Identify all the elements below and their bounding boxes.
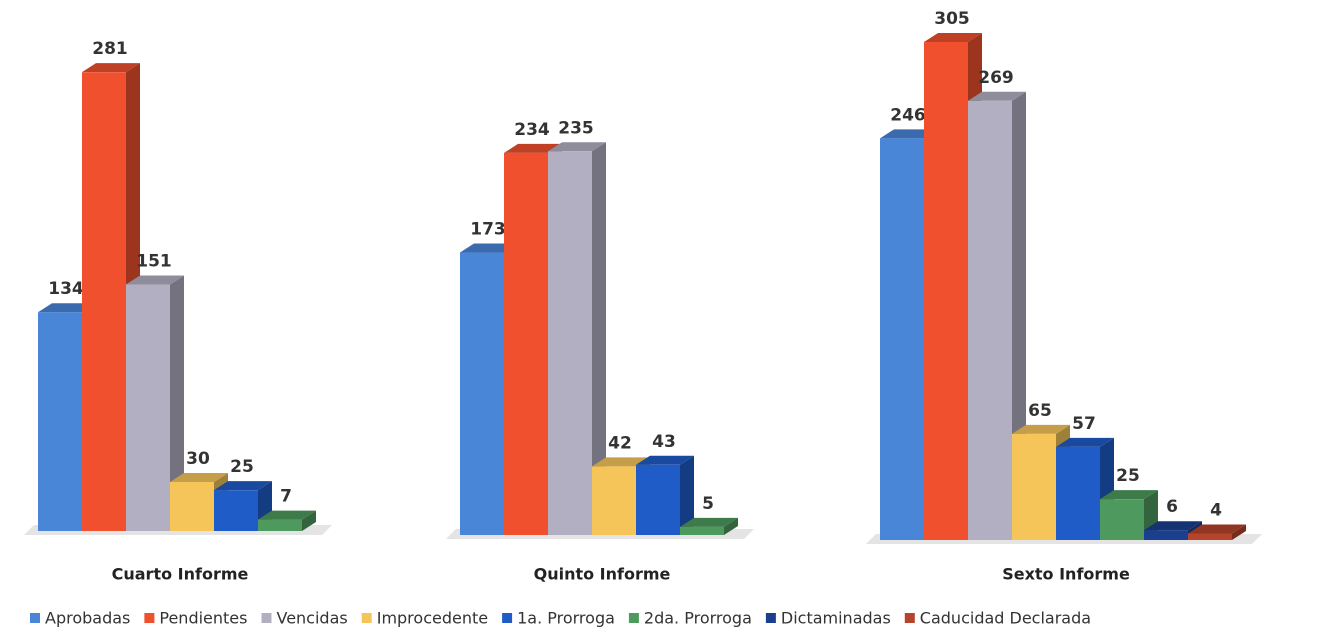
- value-label: 235: [558, 118, 594, 138]
- legend-swatch: [361, 613, 372, 623]
- bar-top: [82, 63, 140, 73]
- category-label: Quinto Informe: [534, 565, 671, 584]
- value-label: 25: [1116, 466, 1140, 486]
- bar: [592, 466, 636, 535]
- bar-top: [680, 517, 738, 527]
- value-label: 30: [186, 449, 210, 469]
- bar-top: [1144, 521, 1202, 531]
- value-label: 151: [136, 251, 172, 271]
- legend-swatch: [628, 613, 639, 623]
- value-label: 7: [280, 487, 292, 507]
- legend-label: Vencidas: [276, 609, 347, 628]
- bar-top: [636, 455, 694, 465]
- legend-swatch: [502, 613, 513, 623]
- value-label: 305: [934, 9, 970, 29]
- legend-label: Aprobadas: [45, 609, 130, 628]
- bar: [880, 138, 924, 541]
- value-label: 5: [702, 494, 714, 514]
- bar-top: [38, 303, 96, 313]
- bar-top: [1100, 490, 1158, 500]
- bar-top: [214, 481, 272, 491]
- bar-top: [1188, 524, 1246, 534]
- value-label: 42: [608, 433, 632, 453]
- bar: [1188, 533, 1232, 540]
- bar-top: [170, 473, 228, 483]
- bar-side: [170, 275, 184, 531]
- bar-top: [1012, 424, 1070, 434]
- value-label: 134: [48, 279, 84, 299]
- bar: [38, 312, 82, 531]
- bar-side: [724, 517, 738, 535]
- bar-top: [968, 91, 1026, 101]
- bar-top: [460, 243, 518, 253]
- bar: [214, 490, 258, 531]
- bar: [968, 100, 1012, 540]
- bar: [548, 151, 592, 535]
- bar-top: [548, 142, 606, 152]
- legend-swatch: [904, 613, 915, 623]
- legend-label: Pendientes: [159, 609, 247, 628]
- bar: [636, 464, 680, 535]
- value-label: 6: [1166, 497, 1178, 517]
- bar-side: [302, 510, 316, 531]
- category-label: Sexto Informe: [1002, 565, 1130, 584]
- legend-swatch: [144, 613, 155, 623]
- bar: [170, 482, 214, 531]
- bar: [924, 42, 968, 540]
- legend-label: Improcedente: [377, 609, 488, 628]
- category-label: Cuarto Informe: [112, 565, 249, 584]
- value-label: 234: [514, 120, 550, 140]
- value-label: 173: [470, 220, 506, 240]
- legend-swatch: [765, 613, 776, 623]
- value-label: 25: [230, 457, 254, 477]
- legend-swatch: [261, 613, 272, 623]
- bar: [680, 526, 724, 535]
- legend-label: 1a. Prorroga: [517, 609, 615, 628]
- value-label: 246: [890, 105, 926, 125]
- legend-swatch: [30, 613, 40, 623]
- bar-top: [258, 510, 316, 520]
- bar-side: [592, 142, 606, 535]
- bar-top: [504, 143, 562, 153]
- bar: [82, 72, 126, 531]
- legend-label: Caducidad Declarada: [920, 609, 1091, 628]
- bar: [258, 519, 302, 531]
- bar-top: [880, 129, 938, 139]
- bar: [460, 252, 504, 535]
- value-label: 281: [92, 39, 128, 59]
- bar: [504, 152, 548, 536]
- value-label: 269: [978, 68, 1014, 88]
- value-label: 4: [1210, 500, 1222, 520]
- bar: [1144, 530, 1188, 540]
- bar-top: [1056, 437, 1114, 447]
- bar: [1100, 499, 1144, 540]
- bar-top: [924, 33, 982, 42]
- bar-top: [592, 457, 650, 467]
- bar: [1056, 446, 1100, 540]
- bar-side: [680, 455, 694, 535]
- value-label: 43: [652, 432, 676, 452]
- bar: [126, 284, 170, 531]
- value-label: 57: [1072, 414, 1096, 434]
- bar: [1012, 433, 1056, 540]
- bar-side: [1232, 524, 1246, 540]
- legend-label: Dictaminadas: [781, 609, 891, 628]
- legend-label: 2da. Prorroga: [644, 609, 752, 628]
- value-label: 65: [1028, 401, 1052, 421]
- bar-top: [126, 275, 184, 285]
